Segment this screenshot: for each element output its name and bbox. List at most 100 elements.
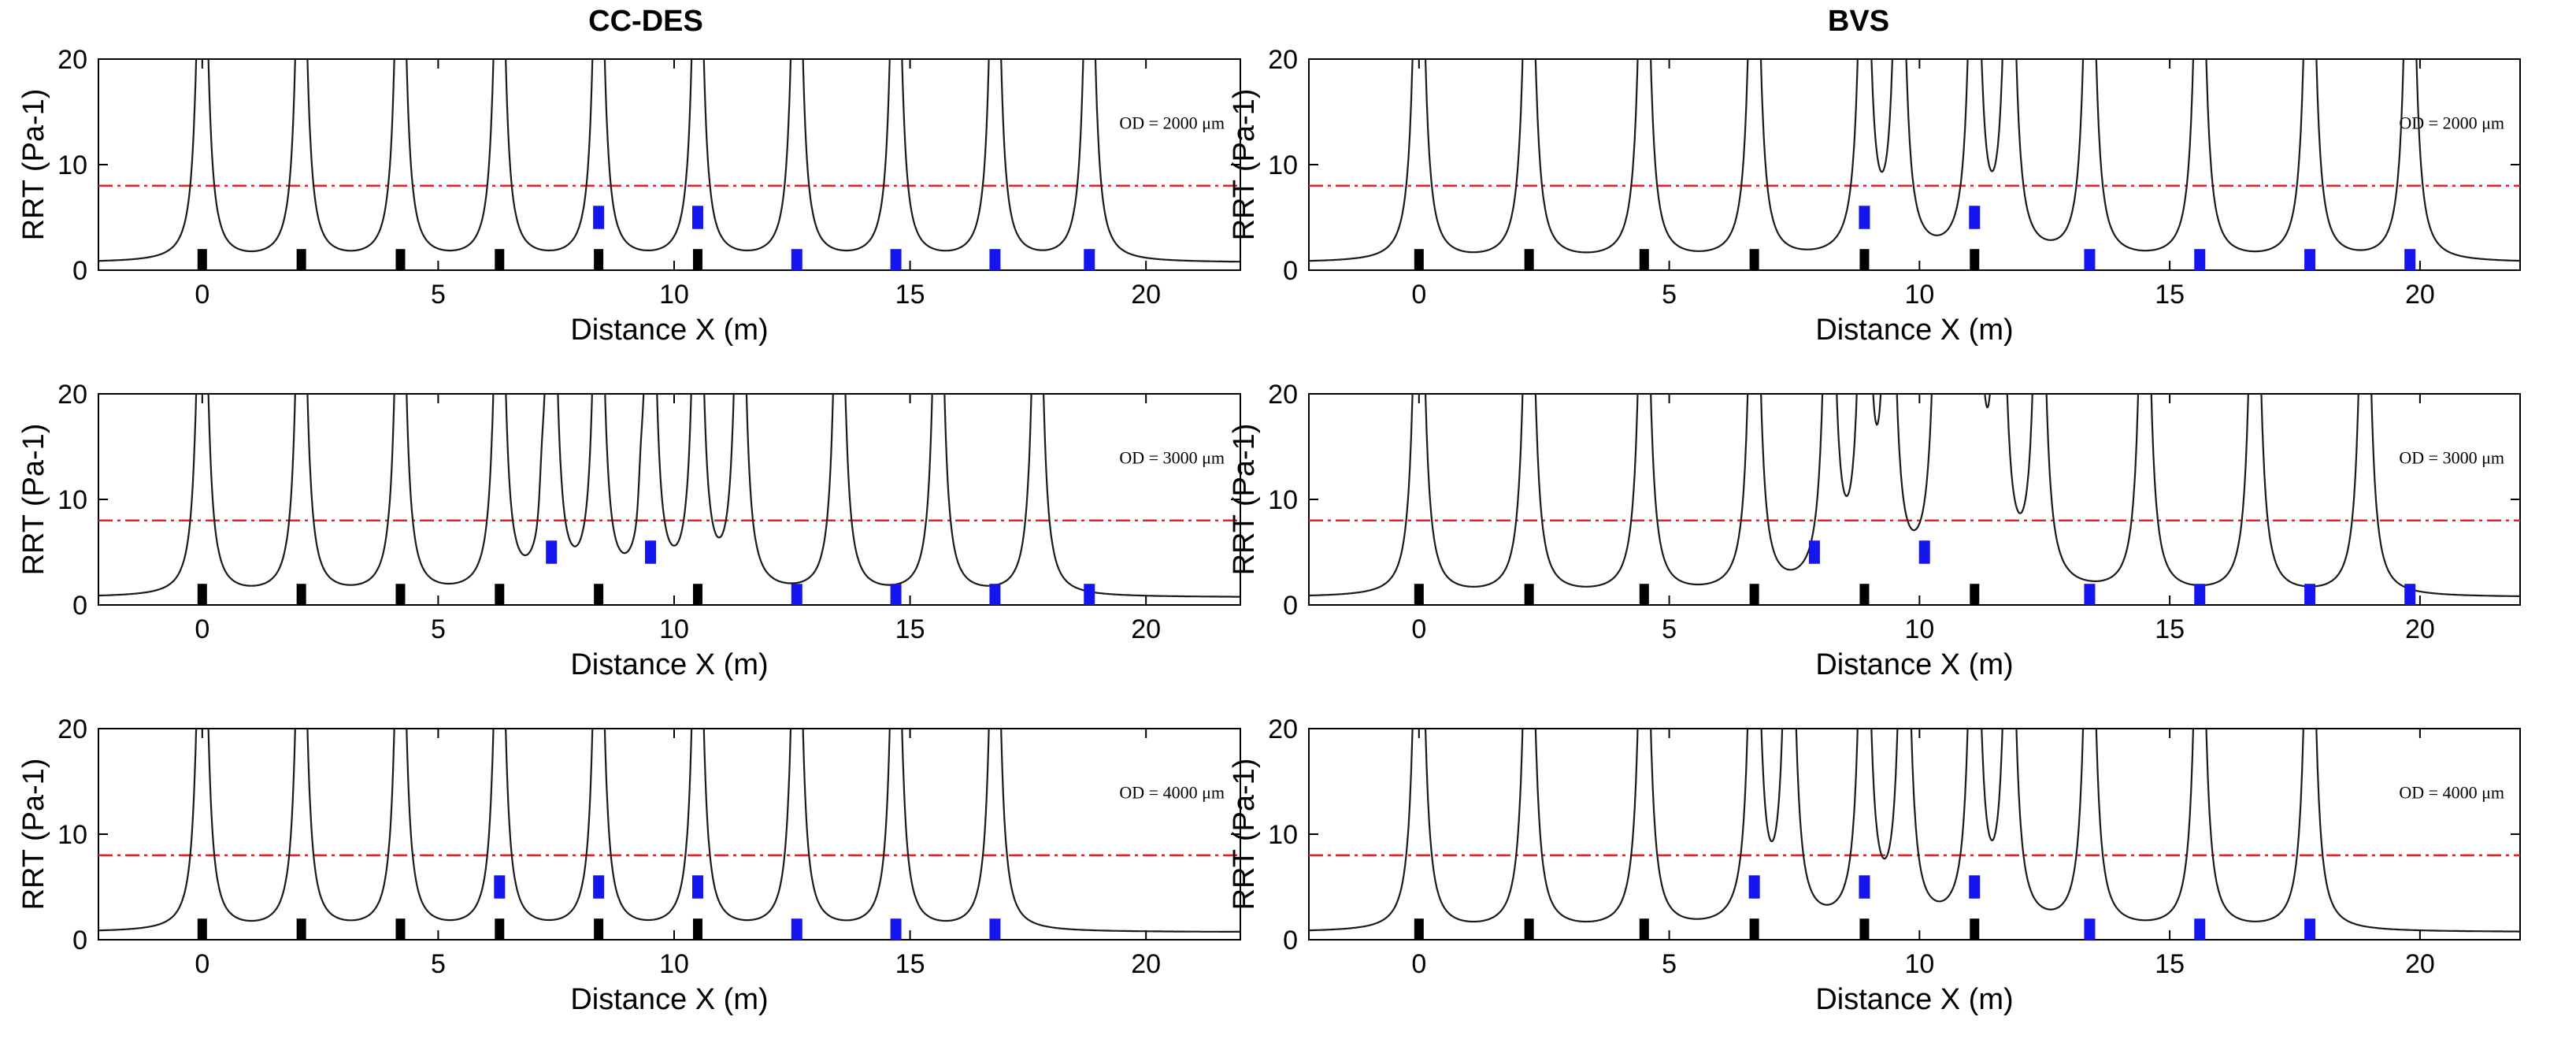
y-tick-label: 0 xyxy=(1283,926,1298,955)
blue-marker-high xyxy=(645,540,657,564)
black-marker xyxy=(594,584,604,605)
black-marker xyxy=(1639,249,1649,270)
y-tick-label: 10 xyxy=(1268,485,1298,515)
subplot-bvs-3: 0 10 20 0 5 10 15 20 Distance X (m) RRT (Pa-1) OD … xyxy=(1228,714,2521,1016)
x-tick-label: 0 xyxy=(195,614,209,644)
od-label: OD = 2000 μm xyxy=(2399,113,2504,132)
y-tick-label: 10 xyxy=(57,485,87,515)
x-axis-label: Distance X (m) xyxy=(1815,648,2013,681)
x-tick-label: 15 xyxy=(2155,949,2185,979)
blue-marker-low xyxy=(2194,584,2206,605)
od-label: OD = 4000 μm xyxy=(1119,782,1225,802)
black-marker xyxy=(1749,584,1759,605)
rrt-curve xyxy=(1309,394,2520,597)
x-tick-label: 10 xyxy=(659,614,689,644)
black-marker xyxy=(1749,918,1759,940)
y-axis-label: RRT (Pa-1) xyxy=(1228,759,1261,911)
black-marker xyxy=(692,918,702,940)
black-marker xyxy=(1639,584,1649,605)
y-tick-label: 20 xyxy=(57,45,87,75)
x-axis-label: Distance X (m) xyxy=(1815,983,2013,1016)
x-tick-label: 0 xyxy=(1411,614,1426,644)
column-title-bvs: BVS xyxy=(1827,5,1890,38)
blue-marker-high xyxy=(494,875,506,899)
blue-marker-low xyxy=(890,918,902,940)
y-tick-label: 10 xyxy=(1268,820,1298,850)
blue-marker-low xyxy=(989,584,1001,605)
x-tick-label: 20 xyxy=(1131,949,1161,979)
x-tick-label: 5 xyxy=(431,280,446,310)
axes-frame xyxy=(98,393,1241,606)
black-marker xyxy=(1414,918,1424,940)
black-marker xyxy=(1970,584,1980,605)
blue-marker-high xyxy=(546,540,558,564)
blue-marker-low xyxy=(2404,249,2416,270)
x-tick-label: 20 xyxy=(1131,614,1161,644)
y-tick-label: 0 xyxy=(72,926,87,955)
blue-marker-low xyxy=(890,249,902,270)
x-tick-label: 20 xyxy=(1131,280,1161,310)
y-tick-label: 10 xyxy=(57,820,87,850)
blue-marker-low xyxy=(989,249,1001,270)
black-marker xyxy=(296,584,306,605)
x-tick-label: 15 xyxy=(895,949,925,979)
black-marker xyxy=(1749,249,1759,270)
x-tick-label: 5 xyxy=(1662,949,1677,979)
black-marker xyxy=(495,918,505,940)
y-tick-label: 0 xyxy=(72,591,87,621)
blue-marker-high xyxy=(1859,206,1870,229)
black-marker xyxy=(197,918,207,940)
blue-marker-low xyxy=(989,918,1001,940)
x-tick-label: 15 xyxy=(895,614,925,644)
rrt-curve xyxy=(98,394,1240,598)
blue-marker-low xyxy=(791,918,802,940)
black-marker xyxy=(594,918,604,940)
blue-marker-high xyxy=(593,875,605,899)
y-axis-label: RRT (Pa-1) xyxy=(17,759,50,911)
rrt-curve xyxy=(98,729,1240,933)
x-tick-label: 0 xyxy=(195,280,209,310)
y-tick-label: 0 xyxy=(1283,256,1298,286)
black-marker xyxy=(1970,249,1980,270)
x-axis-label: Distance X (m) xyxy=(570,314,768,347)
blue-marker-high xyxy=(593,206,605,229)
y-axis-label: RRT (Pa-1) xyxy=(17,424,50,576)
x-tick-label: 10 xyxy=(1904,614,1934,644)
x-axis-label: Distance X (m) xyxy=(1815,314,2013,347)
blue-marker-low xyxy=(791,584,802,605)
black-marker xyxy=(296,249,306,270)
axes-frame xyxy=(1308,58,2521,271)
subplot-bvs-1: 0 10 20 0 5 10 15 20 Distance X (m) RRT (Pa-1) OD … xyxy=(1228,45,2521,347)
black-marker xyxy=(692,584,702,605)
x-tick-label: 15 xyxy=(895,280,925,310)
y-tick-label: 20 xyxy=(1268,714,1298,744)
y-tick-label: 0 xyxy=(1283,591,1298,621)
black-marker xyxy=(1414,584,1424,605)
y-tick-label: 20 xyxy=(57,380,87,410)
x-tick-label: 0 xyxy=(195,949,209,979)
x-tick-label: 0 xyxy=(1411,949,1426,979)
y-axis-label: RRT (Pa-1) xyxy=(1228,89,1261,241)
x-tick-label: 5 xyxy=(1662,280,1677,310)
black-marker xyxy=(594,249,604,270)
od-label: OD = 2000 μm xyxy=(1119,113,1225,132)
blue-marker-high xyxy=(1808,540,1820,564)
black-marker xyxy=(1859,918,1870,940)
axes-frame xyxy=(98,58,1241,271)
blue-marker-high xyxy=(691,875,703,899)
x-tick-label: 10 xyxy=(1904,949,1934,979)
blue-marker-high xyxy=(691,206,703,229)
black-marker xyxy=(395,584,406,605)
x-tick-label: 5 xyxy=(431,949,446,979)
blue-marker-low xyxy=(2084,249,2096,270)
x-tick-label: 10 xyxy=(659,949,689,979)
black-marker xyxy=(1970,918,1980,940)
blue-marker-low xyxy=(2304,918,2316,940)
black-marker xyxy=(1524,249,1534,270)
subplot-bvs-2: 0 10 20 0 5 10 15 20 Distance X (m) RRT (Pa-1) OD … xyxy=(1228,380,2521,681)
y-axis-label: RRT (Pa-1) xyxy=(1228,424,1261,576)
black-marker xyxy=(395,918,406,940)
x-tick-label: 15 xyxy=(2155,614,2185,644)
y-tick-label: 20 xyxy=(57,714,87,744)
rrt-curve xyxy=(1309,59,2520,262)
